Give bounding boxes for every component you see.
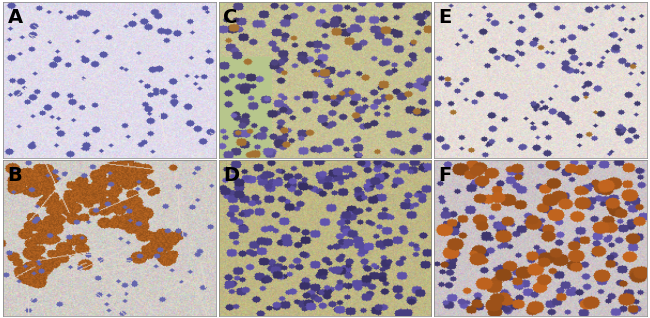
Text: F: F xyxy=(439,166,452,185)
Text: E: E xyxy=(439,8,452,27)
Text: D: D xyxy=(223,166,239,185)
Text: A: A xyxy=(8,8,23,27)
Text: C: C xyxy=(223,8,237,27)
Text: B: B xyxy=(8,166,22,185)
